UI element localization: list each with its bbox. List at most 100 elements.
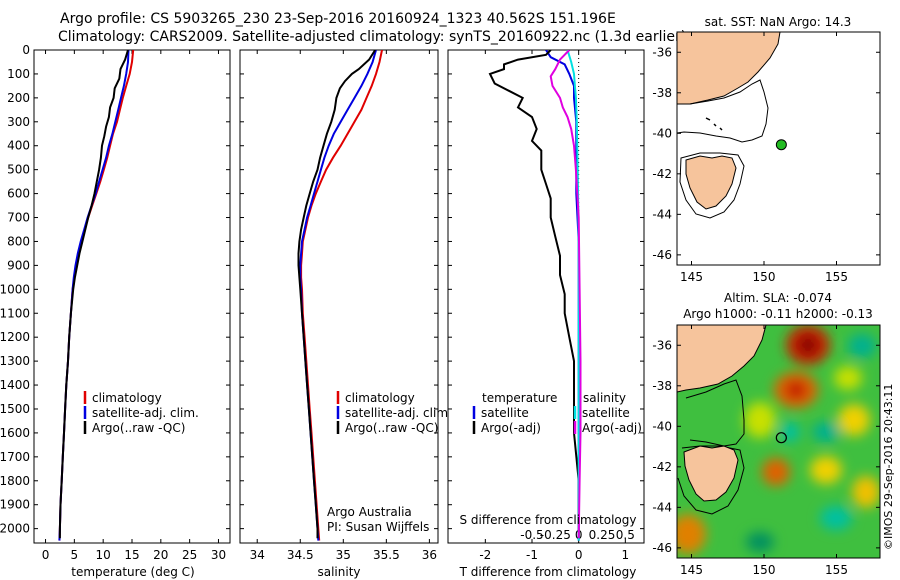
difference-s-axis: -0.5-0.2500.250.5 — [520, 528, 635, 542]
x-tick-label: 20 — [153, 548, 168, 562]
lat-tick-label: -40 — [652, 419, 672, 433]
salinity-plot-frame — [239, 49, 439, 544]
lat-tick-label: -40 — [652, 126, 672, 140]
difference-t-axis: -2 -1 0 1 — [479, 50, 629, 562]
sst-map-geography — [677, 32, 781, 219]
difference-plot-frame — [447, 49, 645, 544]
x-tick-label: 35.5 — [373, 548, 400, 562]
lon-tick-label: 150 — [753, 270, 776, 284]
salinity-axis-label: salinity — [317, 565, 360, 579]
depth-tick-label: 1200 — [0, 330, 30, 344]
lat-tick-label: -36 — [652, 45, 672, 59]
lon-tick-label: 150 — [753, 563, 776, 577]
mainland-australia — [677, 32, 781, 105]
temperature-legend: climatology satellite-adj. clim. Argo(..… — [83, 391, 199, 435]
difference-legend: temperature satellite Argo(-adj) salinit… — [472, 391, 642, 435]
depth-tick-label: 1000 — [0, 282, 30, 296]
sst-map-frame — [676, 31, 881, 266]
tasmania — [685, 155, 737, 210]
legend-temperature-heading: temperature — [482, 391, 557, 405]
lon-tick-label: 155 — [825, 270, 848, 284]
depth-tick-label: 600 — [7, 187, 30, 201]
lat-tick-label: -44 — [652, 500, 672, 514]
sla-map: Altim. SLA: -0.074 Argo h1000: -0.11 h20… — [652, 291, 895, 577]
legend-climatology-label: climatology — [92, 391, 162, 405]
temperature-axis-label: temperature (deg C) — [71, 565, 194, 579]
depth-tick-label: 300 — [7, 115, 30, 129]
tasmania — [683, 445, 739, 502]
sla-map-axes: 145 150 155 -36 -38 -40 -42 -44 -46 — [652, 325, 880, 577]
salinity-depth-ticks — [240, 49, 438, 530]
depth-tick-label: 800 — [7, 234, 30, 248]
x-tick-label: 35 — [336, 548, 351, 562]
depth-tick-label: 700 — [7, 211, 30, 225]
t-difference-axis-label: T difference from climatology — [459, 565, 637, 579]
lat-tick-label: -44 — [652, 207, 672, 221]
x-tick-label: 1 — [622, 548, 630, 562]
sla-map-frame — [676, 324, 881, 559]
argo-position-marker — [775, 139, 787, 151]
mainland-australia — [677, 325, 767, 393]
s-tick-label: 0.25 — [589, 528, 616, 542]
legend-satellite-label: satellite-adj. clim. — [345, 406, 452, 420]
depth-tick-label: 100 — [7, 67, 30, 81]
depth-tick-label: 1500 — [0, 402, 30, 416]
x-tick-label: 15 — [124, 548, 139, 562]
lon-tick-label: 155 — [825, 563, 848, 577]
depth-tick-label: 1800 — [0, 474, 30, 488]
depth-tick-label: 400 — [7, 139, 30, 153]
s-tick-label: 0.5 — [616, 528, 635, 542]
depth-tick-label: 1700 — [0, 450, 30, 464]
shelf-contour — [677, 379, 745, 515]
legend-climatology-label: climatology — [345, 391, 415, 405]
difference-panel: -2 -1 0 1 -0.5-0.25 0 0.250.5 S difference fr… — [447, 49, 645, 579]
sst-map-axes: 145 150 155 -36 -38 -40 -42 -44 -46 — [652, 32, 880, 284]
legend-s-argo-label: Argo(-adj) — [582, 421, 642, 435]
depth-tick-label: 0 — [22, 43, 30, 57]
bass-strait-islands — [705, 117, 723, 131]
depth-tick-label: 500 — [7, 163, 30, 177]
sla-map-title: Altim. SLA: -0.074 — [724, 291, 832, 305]
shelf-contour-north — [677, 79, 769, 143]
x-tick-label: 36 — [422, 548, 437, 562]
depth-tick-label: 900 — [7, 258, 30, 272]
sst-map: sat. SST: NaN Argo: 14.3 145 150 155 -36 -38… — [652, 15, 881, 284]
depth-tick-label: 1300 — [0, 354, 30, 368]
sla-field-anomalies — [677, 325, 880, 554]
x-tick-label: 0 — [42, 548, 50, 562]
s-tick-label: -0.5 — [520, 528, 543, 542]
sla-field — [677, 325, 880, 558]
imos-credit: ©IMOS 29-Sep-2016 20:43:11 — [882, 384, 895, 550]
salinity-legend: climatology satellite-adj. clim. Argo(..… — [336, 391, 452, 435]
figure-title-line1: Argo profile: CS 5903265_230 23-Sep-2016… — [60, 11, 616, 27]
temperature-panel: 0100200300400500600700800900100011001200… — [0, 43, 231, 579]
difference-depth-ticks — [448, 49, 644, 530]
temperature-profile-lines — [58, 50, 135, 541]
salinity-x-axis: 34 34.5 35 35.5 36 — [250, 50, 437, 562]
lat-tick-label: -38 — [652, 379, 672, 393]
x-tick-label: 10 — [96, 548, 111, 562]
salinity-profile-lines — [297, 50, 383, 541]
legend-argo-label: Argo(..raw -QC) — [345, 421, 438, 435]
x-tick-label: 5 — [71, 548, 79, 562]
s-tick-label: -0.25 — [540, 528, 571, 542]
legend-t-argo-label: Argo(-adj) — [481, 421, 541, 435]
depth-tick-label: 1400 — [0, 378, 30, 392]
x-tick-label: 30 — [211, 548, 226, 562]
x-tick-label: 34.5 — [287, 548, 314, 562]
temperature-plot-frame — [33, 49, 231, 544]
data-source-note: Argo Australia — [327, 505, 412, 519]
legend-s-satellite-label: satellite — [582, 406, 630, 420]
lat-tick-label: -38 — [652, 86, 672, 100]
argo-position-marker — [775, 432, 787, 444]
difference-series-line — [549, 50, 582, 539]
x-tick-label: 25 — [182, 548, 197, 562]
lat-tick-label: -42 — [652, 167, 672, 181]
depth-tick-label: 1100 — [0, 306, 30, 320]
lon-tick-label: 145 — [680, 270, 703, 284]
x-tick-label: 0 — [575, 548, 583, 562]
salinity-series-line — [297, 50, 377, 539]
temperature-series-line — [58, 50, 129, 539]
depth-tick-label: 1900 — [0, 498, 30, 512]
